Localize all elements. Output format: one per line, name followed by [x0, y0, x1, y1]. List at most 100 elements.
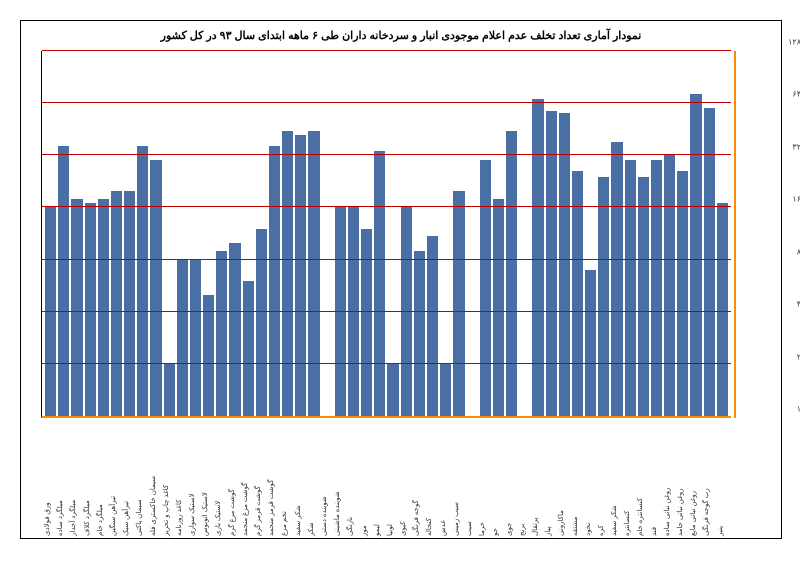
- bar: [480, 160, 491, 416]
- x-tick-label: برنج: [519, 420, 530, 538]
- x-tick-label: سیب زمینی: [453, 420, 464, 538]
- bar: [335, 207, 346, 416]
- x-tick-label: گوشت قرمز گرم: [255, 420, 266, 538]
- bars-group: [42, 51, 731, 416]
- x-tick-label: کنجاله: [426, 420, 437, 538]
- gridline: [42, 259, 731, 260]
- y-tick-label: ۱۲۸: [788, 38, 800, 47]
- bar: [427, 236, 438, 416]
- bar: [440, 364, 451, 416]
- x-tick-label: موز: [361, 420, 372, 538]
- x-tick-label: گوجه فرنگی: [413, 420, 424, 538]
- bar: [387, 364, 398, 416]
- x-tick-label: میلگرد ساده: [57, 420, 68, 538]
- bar: [585, 270, 596, 416]
- x-tick-label: شکر سفید: [611, 420, 622, 538]
- x-tick-label: کنسانتره: [624, 420, 635, 538]
- bar: [124, 191, 135, 416]
- x-tick-label: نخود: [585, 420, 596, 538]
- gridline: [42, 206, 731, 207]
- x-tick-label: جو: [492, 420, 503, 538]
- bar: [45, 207, 56, 416]
- x-tick-label: روغن نباتی مایع: [690, 420, 701, 538]
- bar: [638, 177, 649, 416]
- x-tick-label: سیمان خاکستری فله: [150, 420, 161, 538]
- bar: [506, 131, 517, 416]
- bar: [295, 135, 306, 416]
- plot-area: [41, 51, 731, 418]
- bar: [177, 260, 188, 416]
- bar: [137, 146, 148, 416]
- bar: [85, 203, 96, 416]
- bar: [546, 111, 557, 416]
- gridline: [42, 50, 731, 51]
- y-tick-label: ۳۲: [792, 142, 800, 151]
- bar: [71, 199, 82, 416]
- y-tick-label: ۶۴: [792, 90, 800, 99]
- x-tick-label: قند: [651, 420, 662, 538]
- x-tick-label: گوشت مرغ منجمد: [242, 420, 253, 538]
- x-tick-label: کاغذ روزنامه: [176, 420, 187, 538]
- bar: [150, 160, 161, 416]
- x-tick-label: پنیر: [717, 420, 728, 538]
- y-tick-label: ۱۶: [792, 195, 800, 204]
- x-tick-label: مشتقه: [572, 420, 583, 538]
- chart-title: نمودار آماری تعداد تخلف عدم اعلام موجودی…: [21, 21, 781, 46]
- bar: [256, 229, 267, 416]
- bar: [98, 199, 109, 416]
- x-tick-label: رب گوجه فرنگی: [703, 420, 714, 538]
- chart-container: نمودار آماری تعداد تخلف عدم اعلام موجودی…: [20, 20, 782, 539]
- x-tick-label: گوشت قرمز منجمد: [268, 420, 279, 538]
- bar: [269, 146, 280, 416]
- x-tick-label: کره: [598, 420, 609, 538]
- y-axis: ۱۲۴۸۱۶۳۲۶۴۱۲۸: [734, 51, 766, 418]
- bar: [493, 199, 504, 416]
- bar: [58, 146, 69, 416]
- x-tick-label: پرتقال: [532, 420, 543, 538]
- x-tick-label: تخم مرغ: [281, 420, 292, 538]
- bar: [229, 243, 240, 416]
- bar: [203, 295, 214, 416]
- x-tick-label: تیرآهن سنگین: [110, 420, 121, 538]
- bar: [401, 207, 412, 416]
- x-tick-label: روغن نباتی جامد: [677, 420, 688, 538]
- bar: [361, 229, 372, 416]
- bar: [190, 260, 201, 416]
- x-tick-label: خرما: [479, 420, 490, 538]
- bar: [651, 160, 662, 416]
- bar: [532, 99, 543, 416]
- x-tick-label: کنسانتره خام: [637, 420, 648, 538]
- bar: [374, 151, 385, 416]
- x-axis-labels: ورق فولادیمیلگرد سادهمیلگرد آجدارمیلگرد …: [41, 420, 731, 538]
- x-tick-label: لاستیک سواری: [189, 420, 200, 538]
- bar: [625, 160, 636, 416]
- bar: [598, 177, 609, 416]
- x-tick-label: میلگرد آجدار: [70, 420, 81, 538]
- x-tick-label: میلگرد خام: [97, 420, 108, 538]
- bar: [677, 171, 688, 416]
- x-tick-label: نارنگی: [347, 420, 358, 538]
- gridline: [42, 311, 731, 312]
- x-tick-label: پیاز: [545, 420, 556, 538]
- bar: [308, 131, 319, 416]
- x-tick-label: شکر سفید: [295, 420, 306, 538]
- x-tick-label: کاغذ چاپ و تحریر: [163, 420, 174, 538]
- x-tick-label: جوی: [506, 420, 517, 538]
- bar: [164, 364, 175, 416]
- x-tick-label: عدس: [440, 420, 451, 538]
- bar: [111, 191, 122, 416]
- x-tick-label: لاستیک اتوبوس: [202, 420, 213, 538]
- bar: [664, 155, 675, 416]
- x-tick-label: سیب: [466, 420, 477, 538]
- x-tick-label: شوینده ماشینی: [334, 420, 345, 538]
- gridline: [42, 363, 731, 364]
- x-tick-label: تیرآهن سبک: [123, 420, 134, 538]
- bar: [559, 113, 570, 416]
- gridline: [42, 154, 731, 155]
- x-tick-label: لیمو: [374, 420, 385, 538]
- x-tick-label: لوبیا: [387, 420, 398, 538]
- x-tick-label: ماکارونی: [558, 420, 569, 538]
- x-tick-label: میلگرد کلاف: [84, 420, 95, 538]
- bar: [414, 251, 425, 416]
- gridline: [42, 102, 731, 103]
